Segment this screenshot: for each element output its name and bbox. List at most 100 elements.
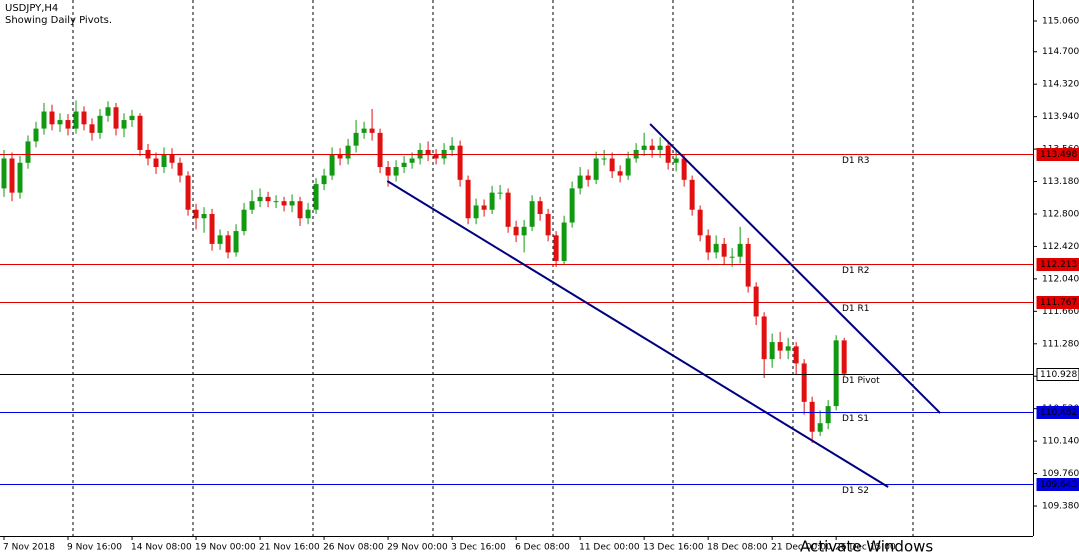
candle-body	[105, 107, 111, 116]
y-tick-label: 112.420	[1042, 242, 1079, 252]
price-tag	[1036, 368, 1079, 381]
pivot-label: D1 R1	[842, 304, 870, 314]
candle-body	[113, 107, 119, 129]
candle-body	[569, 188, 575, 223]
candle-body	[305, 209, 311, 219]
candle-body	[241, 209, 247, 232]
candle-body	[545, 213, 551, 236]
candle-body	[833, 340, 839, 407]
price-tag	[1036, 478, 1079, 491]
candle-body	[385, 167, 391, 176]
pivot-label: D1 R3	[842, 156, 870, 166]
pivot-label: D1 S2	[842, 486, 869, 496]
y-tick-label: 109.760	[1042, 469, 1079, 479]
candle-body	[609, 158, 615, 172]
candle-body	[217, 235, 223, 244]
candle-body	[233, 231, 239, 253]
candle-body	[81, 111, 87, 125]
candle-body	[505, 192, 511, 227]
candle-body	[337, 154, 343, 159]
price-tag-label: 109.643	[1040, 480, 1077, 490]
candle-body	[433, 154, 439, 159]
candle-body	[617, 171, 623, 176]
x-tick-label: 19 Nov 00:00	[195, 543, 256, 553]
candle-body	[409, 158, 415, 163]
candle-body	[89, 124, 95, 133]
pivot-label: D1 R2	[842, 266, 870, 276]
candle-body	[841, 340, 847, 374]
candle-body	[281, 201, 287, 206]
candle-body	[673, 158, 679, 163]
chart-subtitle: Showing Daily Pivots.	[5, 15, 112, 26]
candle-body	[481, 205, 487, 210]
candle-body	[825, 406, 831, 424]
candle-body	[185, 175, 191, 210]
candle-body	[329, 154, 335, 176]
candle-body	[425, 149, 431, 155]
candle-body	[361, 128, 367, 133]
candle-body	[713, 243, 719, 253]
candle-body	[561, 222, 567, 261]
y-tick-label: 112.800	[1042, 209, 1079, 219]
y-tick-label: 110.140	[1042, 437, 1079, 447]
y-tick-label: 114.320	[1042, 80, 1079, 90]
candle-body	[73, 111, 79, 129]
candle-body	[249, 201, 255, 210]
candle-body	[593, 158, 599, 180]
candle-body	[473, 205, 479, 219]
candle-body	[289, 201, 295, 206]
candle-body	[449, 145, 455, 150]
candle-body	[401, 162, 407, 168]
candle-body	[697, 209, 703, 236]
candle-body	[1, 158, 7, 189]
candle-body	[209, 213, 215, 244]
candle-body	[577, 175, 583, 189]
candle-body	[129, 115, 135, 121]
x-tick-label: 29 Nov 00:00	[387, 543, 448, 553]
price-tag	[1036, 258, 1079, 271]
candle-body	[369, 128, 375, 133]
candle-body	[761, 316, 767, 360]
candle-body	[137, 115, 143, 150]
candle-body	[377, 132, 383, 168]
x-tick-label: 13 Dec 16:00	[643, 543, 704, 553]
candle-body	[9, 158, 15, 193]
candle-body	[193, 209, 199, 219]
candle-body	[769, 342, 775, 360]
price-tag-label: 110.482	[1040, 408, 1077, 418]
candle-body	[121, 120, 127, 129]
candle-body	[553, 235, 559, 261]
chart-title: USDJPY,H4	[5, 3, 58, 14]
candle-body	[169, 154, 175, 163]
price-tag	[1036, 406, 1079, 419]
candle-body	[705, 235, 711, 253]
candle-body	[729, 256, 735, 258]
candle-body	[737, 243, 743, 257]
x-tick-label: 3 Dec 16:00	[451, 543, 506, 553]
candle-body	[529, 201, 535, 227]
candle-body	[297, 201, 303, 219]
pivot-label: D1 Pivot	[842, 376, 880, 386]
candle-body	[353, 132, 359, 146]
candle-body	[273, 201, 279, 203]
price-tag-label: 113.498	[1040, 150, 1077, 160]
price-tag-label: 112.213	[1040, 260, 1077, 270]
x-tick-label: 18 Dec 08:00	[707, 543, 768, 553]
y-tick-label: 113.940	[1042, 112, 1079, 122]
y-tick-label: 109.380	[1042, 502, 1079, 512]
candle-body	[313, 184, 319, 210]
x-tick-label: 6 Dec 08:00	[515, 543, 570, 553]
x-tick-label: 9 Nov 16:00	[67, 543, 122, 553]
candle-body	[201, 213, 207, 219]
candle-body	[25, 141, 31, 163]
watermark: Activate Windows	[800, 538, 933, 555]
candle-body	[521, 226, 527, 236]
candle-body	[777, 342, 783, 351]
candle-body	[753, 286, 759, 317]
x-tick-label: 26 Nov 08:00	[323, 543, 384, 553]
candle-body	[17, 162, 23, 193]
y-tick-label: 112.040	[1042, 274, 1079, 284]
candle-body	[657, 145, 663, 150]
candle-body	[345, 145, 351, 159]
